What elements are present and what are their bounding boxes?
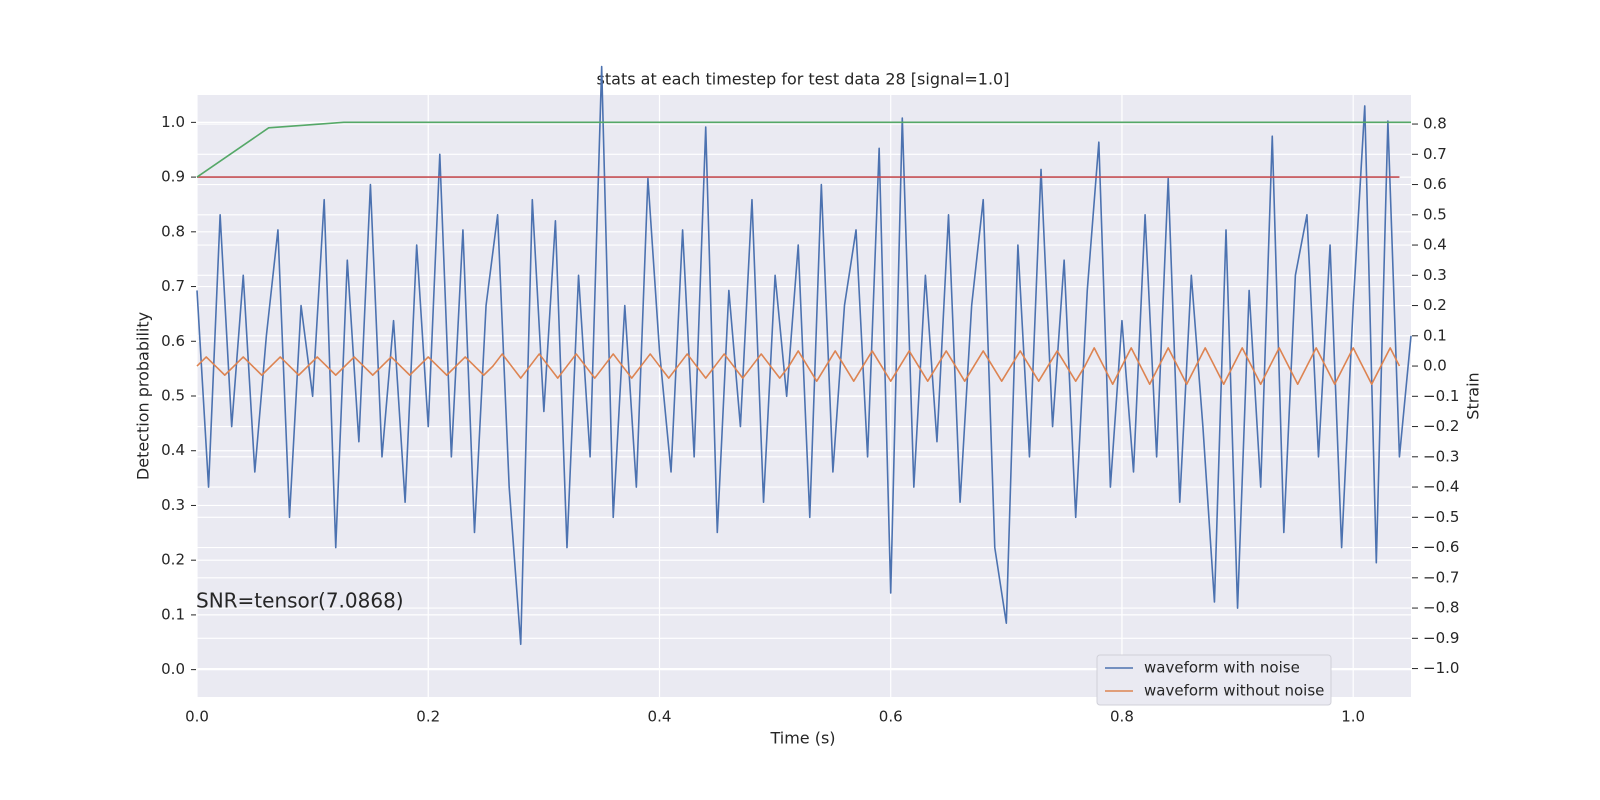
y2-tick-label: −0.4 [1423, 478, 1459, 496]
y2-tick-label: 0.4 [1423, 236, 1447, 254]
legend-box [1096, 654, 1332, 706]
y-tick-label: 1.0 [161, 113, 185, 131]
x-tick-label: 0.8 [1110, 708, 1134, 726]
y-tick-label: 0.4 [161, 441, 185, 459]
y2-tick-label: 0.3 [1423, 266, 1447, 284]
x-tick-label: 0.4 [648, 708, 672, 726]
y2-tick-label: −0.5 [1423, 508, 1459, 526]
y2-axis-label: Strain [1464, 372, 1483, 419]
y-tick-label: 0.9 [161, 168, 185, 186]
y2-tick-label: 0.5 [1423, 205, 1447, 223]
y2-tick-label: 0.7 [1423, 145, 1447, 163]
y2-tick-label: 0.6 [1423, 175, 1447, 193]
x-tick-label: 0.2 [416, 708, 440, 726]
y-tick-label: 0.7 [161, 277, 185, 295]
series-line [196, 347, 1401, 385]
annotation: SNR=tensor(7.0868) [196, 589, 404, 613]
legend-label: waveform with noise [1144, 659, 1300, 677]
y2-tick-label: 0.8 [1423, 115, 1447, 133]
x-tick-label: 0.0 [185, 708, 209, 726]
y2-tick-label: 0.2 [1423, 296, 1447, 314]
y-axis-label: Detection probability [134, 312, 153, 480]
y-tick-label: 0.5 [161, 387, 185, 405]
x-axis-label: Time (s) [769, 729, 835, 748]
series-line [196, 121, 1411, 178]
y-tick-label: 0.1 [161, 605, 185, 623]
y-tick-label: 0.0 [161, 660, 185, 678]
y2-tick-label: −0.8 [1423, 599, 1459, 617]
y2-tick-label: 0.1 [1423, 326, 1447, 344]
y-tick-label: 0.6 [161, 332, 185, 350]
series-line [196, 65, 1412, 646]
y2-tick-label: −0.9 [1423, 629, 1459, 647]
y-tick-label: 0.2 [161, 551, 185, 569]
y2-tick-label: −0.6 [1423, 538, 1459, 556]
x-tick-label: 0.6 [879, 708, 903, 726]
legend-label: waveform without noise [1144, 682, 1324, 700]
y2-tick-label: −1.0 [1423, 659, 1459, 677]
y2-tick-label: 0.0 [1423, 357, 1447, 375]
y2-tick-label: −0.1 [1423, 387, 1459, 405]
y2-tick-label: −0.3 [1423, 447, 1459, 465]
y-tick-label: 0.8 [161, 222, 185, 240]
y2-tick-label: −0.7 [1423, 568, 1459, 586]
x-tick-label: 1.0 [1341, 708, 1365, 726]
chart-title: stats at each timestep for test data 28 … [597, 70, 1010, 89]
grid [196, 95, 1411, 697]
y-tick-label: 0.3 [161, 496, 185, 514]
y2-tick-label: −0.2 [1423, 417, 1459, 435]
